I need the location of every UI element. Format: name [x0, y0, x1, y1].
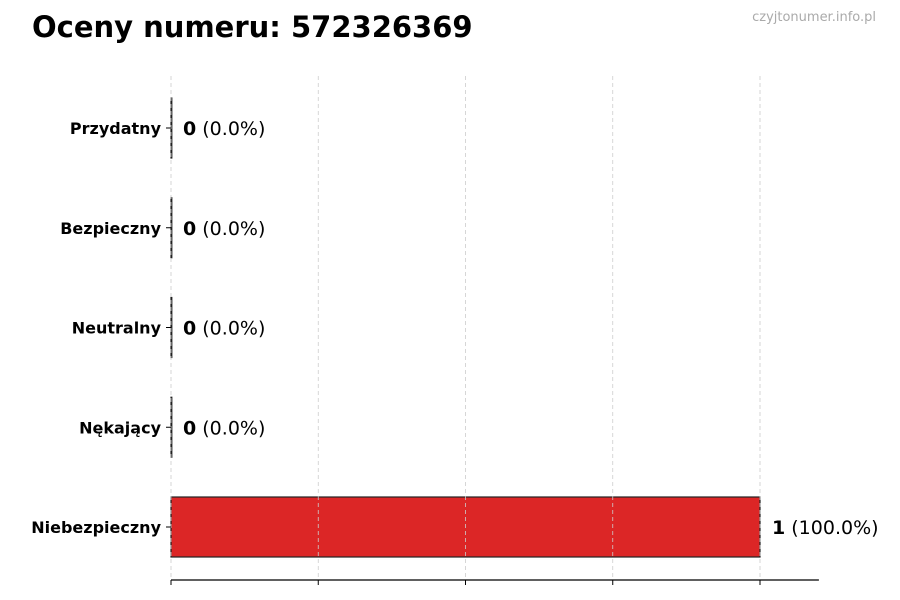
data-label: 0 (0.0%): [183, 118, 265, 140]
bar-2: [170, 296, 173, 359]
chart-title: Oceny numeru: 572326369: [32, 10, 473, 44]
category-label: Neutralny: [72, 319, 162, 338]
data-label: 1 (100.0%): [772, 517, 879, 539]
data-label-percent: (0.0%): [196, 318, 265, 340]
data-label-percent: (100.0%): [785, 517, 878, 539]
data-label: 0 (0.0%): [183, 417, 265, 439]
data-label-percent: (0.0%): [196, 118, 265, 140]
data-label-percent: (0.0%): [196, 218, 265, 240]
category-label: Nękający: [79, 418, 161, 437]
data-label-count: 0: [183, 118, 196, 140]
category-label: Niebezpieczny: [31, 518, 161, 537]
bar-1: [170, 197, 173, 259]
data-label-percent: (0.0%): [196, 417, 265, 439]
data-label: 0 (0.0%): [183, 318, 265, 340]
data-label-count: 0: [183, 318, 196, 340]
data-label-count: 0: [183, 218, 196, 240]
category-label: Bezpieczny: [60, 219, 161, 238]
data-label-count: 0: [183, 417, 196, 439]
data-label-count: 1: [772, 517, 785, 539]
data-label: 0 (0.0%): [183, 218, 265, 240]
watermark: czyjtonumer.info.pl: [752, 10, 876, 25]
category-label: Przydatny: [70, 119, 162, 138]
